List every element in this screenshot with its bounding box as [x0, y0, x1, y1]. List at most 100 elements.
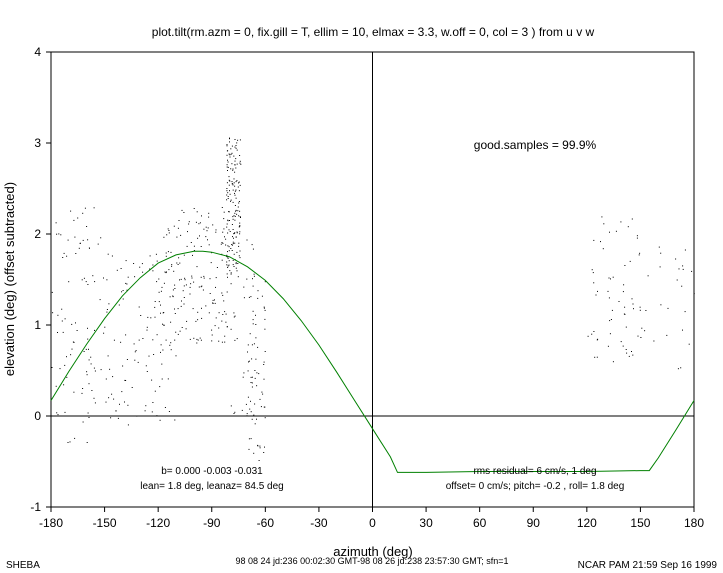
data-point	[196, 342, 198, 344]
data-point	[222, 314, 224, 315]
data-point	[66, 255, 68, 257]
y-axis-ticks: -1 0 1 2 3 4	[30, 45, 51, 514]
data-point	[56, 412, 58, 414]
data-point	[167, 228, 169, 230]
data-point	[227, 159, 228, 161]
data-point	[251, 376, 253, 378]
data-point	[227, 219, 229, 221]
data-point	[146, 326, 148, 328]
data-point	[203, 228, 205, 230]
data-point	[251, 358, 253, 360]
x-tick-label: 60	[473, 516, 487, 530]
data-point	[88, 417, 90, 418]
data-point	[235, 210, 237, 212]
data-point	[170, 321, 172, 323]
data-point	[235, 236, 237, 238]
data-point	[122, 365, 124, 367]
data-point	[121, 391, 123, 393]
rms-residual-annotation: rms residual= 6 cm/s, 1 deg	[473, 466, 596, 477]
data-point	[189, 293, 191, 295]
data-point	[622, 291, 624, 293]
data-point	[149, 255, 151, 257]
data-point	[212, 302, 214, 304]
data-point	[235, 267, 237, 269]
data-point	[229, 154, 231, 156]
data-point	[681, 285, 683, 287]
data-point	[59, 368, 61, 370]
data-point	[245, 403, 247, 405]
data-point	[234, 160, 236, 162]
data-point	[55, 222, 57, 224]
data-point	[224, 236, 225, 238]
data-point	[264, 351, 266, 352]
data-point	[248, 448, 250, 450]
data-point	[234, 315, 236, 317]
data-point	[116, 269, 118, 271]
data-point	[587, 335, 589, 337]
data-point	[89, 247, 90, 249]
data-point	[148, 355, 150, 357]
data-point	[179, 279, 180, 281]
data-point	[250, 296, 252, 298]
data-point	[51, 291, 53, 293]
data-point	[94, 402, 96, 404]
data-point	[235, 167, 237, 169]
data-point	[214, 302, 216, 304]
data-point	[248, 361, 249, 363]
data-point	[142, 338, 144, 339]
data-point	[250, 400, 251, 402]
data-point	[221, 292, 223, 294]
data-point	[201, 215, 202, 217]
data-point	[166, 271, 167, 273]
data-point	[252, 319, 254, 321]
data-point	[145, 405, 147, 407]
data-point	[258, 460, 260, 461]
data-point	[263, 307, 265, 309]
data-point	[264, 328, 266, 330]
data-point	[603, 223, 605, 225]
data-point	[167, 251, 169, 253]
data-point	[239, 257, 241, 259]
data-point	[238, 181, 240, 183]
data-point	[73, 391, 75, 393]
data-point	[146, 329, 148, 331]
data-point	[250, 411, 252, 413]
data-point	[235, 209, 237, 211]
data-point	[133, 343, 135, 345]
data-point	[208, 212, 210, 214]
data-point	[234, 212, 236, 214]
data-point	[100, 237, 102, 239]
data-point	[625, 349, 627, 350]
data-point	[229, 270, 231, 272]
data-point	[234, 411, 236, 413]
data-point	[154, 301, 156, 302]
data-point	[88, 348, 89, 350]
data-point	[111, 393, 113, 395]
data-point	[117, 417, 119, 419]
data-point	[84, 207, 86, 209]
data-point	[214, 299, 215, 301]
data-point	[94, 329, 95, 331]
data-point	[234, 190, 236, 192]
data-point	[160, 344, 162, 346]
y-axis-label: elevation (deg) (offset subtracted)	[2, 182, 17, 376]
data-point	[106, 279, 108, 281]
data-point	[107, 253, 109, 255]
data-point	[228, 229, 230, 231]
fit-curve	[50, 250, 695, 473]
data-point	[205, 226, 207, 228]
data-point	[615, 230, 617, 232]
data-point	[639, 306, 641, 308]
data-point	[596, 339, 598, 341]
data-point	[238, 215, 240, 217]
data-point	[252, 248, 254, 250]
data-point	[235, 145, 237, 146]
data-point	[122, 290, 124, 291]
data-point	[223, 218, 225, 220]
data-point	[158, 278, 160, 280]
y-tick-label: 4	[34, 45, 41, 59]
data-point	[236, 149, 238, 151]
data-point	[61, 320, 63, 322]
data-point	[178, 257, 180, 259]
data-point	[198, 223, 200, 225]
